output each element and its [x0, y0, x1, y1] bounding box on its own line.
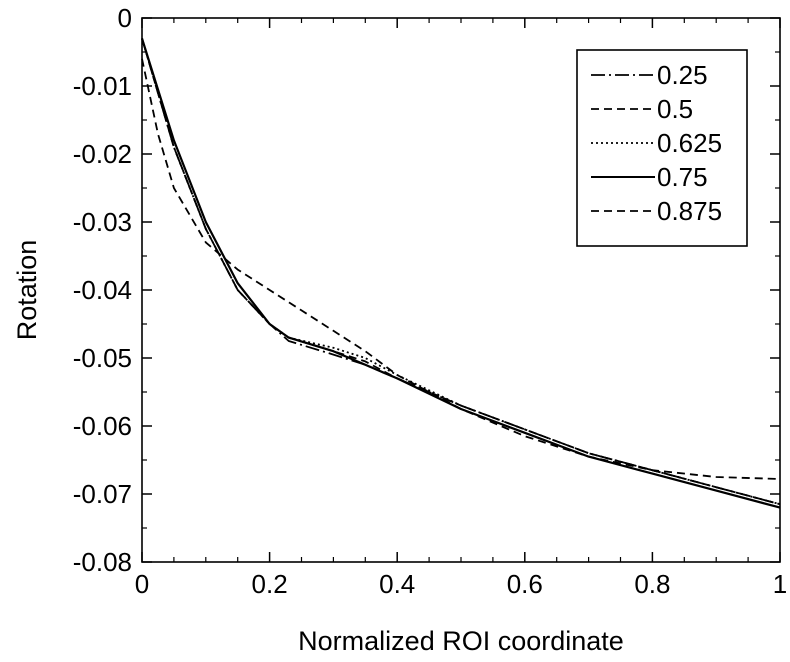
axis-ticks [141, 17, 781, 563]
x-tick-label: 0.8 [634, 569, 670, 599]
legend-label: 0.25 [657, 60, 708, 90]
x-tick-label: 1 [773, 569, 787, 599]
y-tick-label: -0.04 [73, 275, 132, 305]
y-tick-label: -0.06 [73, 411, 132, 441]
y-tick-label: -0.08 [73, 547, 132, 577]
x-tick-label: 0 [135, 569, 149, 599]
axis-tick-labels: 0 0.2 0.4 0.6 0.8 1 0 -0.01 -0.02 -0.03 -0.04 -0.05… [73, 3, 788, 599]
x-tick-label: 0.4 [379, 569, 415, 599]
x-tick-label: 0.2 [252, 569, 288, 599]
legend: 0.25 0.5 0.625 0.75 0.875 [576, 49, 748, 247]
legend-label: 0.875 [657, 196, 722, 226]
legend-label: 0.625 [657, 128, 722, 158]
x-axis-label: Normalized ROI coordinate [298, 626, 624, 656]
series-line-0-625 [141, 38, 781, 506]
series-line-0-875 [141, 58, 781, 480]
y-axis-label: Rotation [12, 240, 42, 341]
legend-label: 0.5 [657, 94, 693, 124]
series-line-0-75 [140, 38, 781, 509]
x-tick-label: 0.6 [507, 569, 543, 599]
y-tick-label: 0 [118, 3, 132, 33]
legend-box [576, 49, 748, 247]
y-tick-label: -0.02 [73, 139, 132, 169]
y-tick-label: -0.01 [73, 71, 132, 101]
series-layer [140, 38, 781, 509]
y-tick-label: -0.05 [73, 343, 132, 373]
y-tick-label: -0.03 [73, 207, 132, 237]
legend-label: 0.75 [657, 162, 708, 192]
y-tick-label: -0.07 [73, 479, 132, 509]
